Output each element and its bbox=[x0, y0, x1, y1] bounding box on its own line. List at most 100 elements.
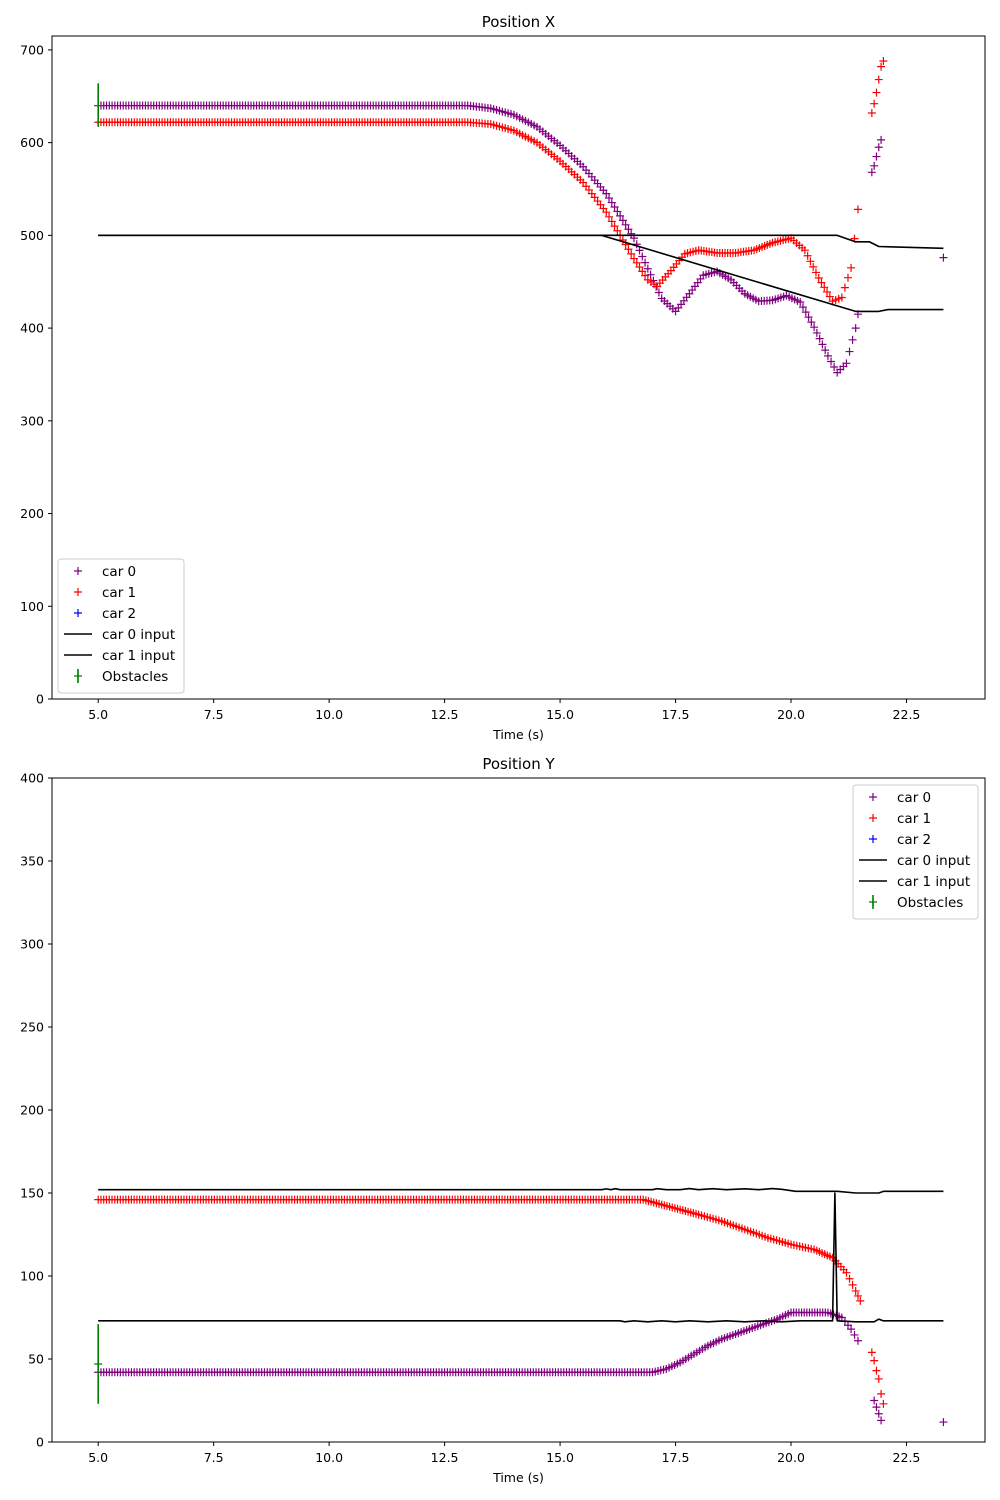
car-0-point bbox=[801, 308, 810, 317]
y-tick-label: 350 bbox=[20, 854, 44, 869]
car-0-point bbox=[845, 347, 854, 356]
x-tick-label: 12.5 bbox=[431, 707, 459, 722]
car-0-point bbox=[877, 135, 886, 144]
car-1-point bbox=[874, 1374, 883, 1383]
car-1-series bbox=[94, 57, 888, 306]
car-0-point bbox=[616, 211, 625, 220]
car-0-point bbox=[641, 258, 650, 267]
car-1-point bbox=[627, 249, 636, 258]
car-1-point bbox=[632, 258, 641, 267]
x-tick-label: 22.5 bbox=[893, 1450, 921, 1465]
car-0-point bbox=[605, 194, 614, 203]
car-0-point bbox=[799, 303, 808, 312]
car-1-point bbox=[825, 292, 834, 301]
car-0-point bbox=[618, 216, 627, 225]
car-0-series bbox=[94, 1308, 948, 1427]
car-1-point bbox=[867, 108, 876, 117]
car-1-point bbox=[845, 1274, 854, 1283]
y-tick-label: 0 bbox=[36, 692, 44, 707]
y-tick-label: 200 bbox=[20, 1103, 44, 1118]
car-1-input-series-line bbox=[98, 1192, 944, 1323]
car-1-point bbox=[618, 236, 627, 244]
car-1-point bbox=[602, 208, 611, 217]
car-0-point bbox=[939, 1418, 948, 1427]
x-tick-label: 15.0 bbox=[546, 1450, 574, 1465]
car-1-point bbox=[851, 1286, 860, 1295]
car-0-point bbox=[796, 298, 805, 307]
axes-frame bbox=[51, 35, 986, 700]
car-0-point bbox=[874, 1409, 883, 1418]
x-tick-label: 7.5 bbox=[204, 707, 224, 722]
car-0-point bbox=[850, 1330, 859, 1339]
legend-car-2-label: car 2 bbox=[897, 832, 931, 848]
y-tick-label: 300 bbox=[20, 413, 44, 428]
car-1-point bbox=[629, 254, 638, 263]
car-0-point bbox=[874, 143, 883, 152]
car-1-point bbox=[840, 283, 849, 292]
car-1-point bbox=[806, 257, 815, 266]
car-1-point bbox=[803, 251, 812, 260]
legend-car-1-input-label: car 1 input bbox=[102, 648, 175, 664]
x-tick-label: 17.5 bbox=[662, 707, 690, 722]
legend-box bbox=[57, 558, 185, 694]
car-0-point bbox=[827, 357, 836, 366]
car-0-series bbox=[94, 101, 948, 377]
car-1-point bbox=[811, 268, 820, 277]
y-tick-label: 250 bbox=[20, 1020, 44, 1035]
x-tick-label: 20.0 bbox=[777, 707, 805, 722]
car-1-point bbox=[814, 274, 823, 283]
legend-obstacles-label: Obstacles bbox=[897, 895, 963, 911]
car-1-point bbox=[847, 263, 856, 272]
y-tick-label: 700 bbox=[20, 42, 44, 57]
legend-car-0-label: car 0 bbox=[897, 790, 931, 806]
car-1-point bbox=[624, 245, 633, 254]
car-1-point bbox=[613, 226, 622, 235]
car-0-point bbox=[821, 346, 830, 355]
car-0-point bbox=[815, 334, 824, 343]
car-1-point bbox=[800, 246, 809, 255]
y-tick-label: 200 bbox=[20, 506, 44, 521]
car-0-point bbox=[872, 1403, 881, 1412]
car-0-point bbox=[870, 161, 879, 170]
car-0-point bbox=[643, 264, 652, 273]
car-0-point bbox=[872, 152, 881, 161]
legend-obstacles-marker bbox=[74, 672, 82, 680]
y-tick-label: 400 bbox=[20, 771, 44, 786]
car-1-point bbox=[877, 1389, 886, 1398]
axes-frame bbox=[51, 777, 986, 1443]
x-axis-label: Time (s) bbox=[492, 1470, 544, 1485]
legend-obstacles-marker bbox=[869, 898, 877, 906]
car-0-point bbox=[804, 313, 813, 322]
car-1-point bbox=[843, 273, 852, 282]
chart-title: Position Y bbox=[482, 755, 555, 773]
car-0-point bbox=[624, 225, 633, 234]
car-0-point bbox=[823, 351, 832, 360]
legend-car-0-swatch bbox=[74, 567, 82, 575]
legend-car-0-input-label: car 0 input bbox=[897, 853, 970, 869]
y-tick-label: 600 bbox=[20, 135, 44, 150]
car-0-point bbox=[810, 323, 819, 332]
legend-car-1-swatch bbox=[74, 588, 82, 596]
x-tick-label: 5.0 bbox=[88, 1450, 108, 1465]
x-tick-label: 15.0 bbox=[546, 707, 574, 722]
car-1-point bbox=[872, 88, 881, 97]
legend-car-2-swatch bbox=[74, 609, 82, 617]
obstacle-point bbox=[94, 101, 103, 110]
car-0-point bbox=[635, 246, 644, 255]
legend-car-2-swatch bbox=[869, 835, 877, 843]
car-1-point bbox=[820, 283, 829, 292]
car-0-point bbox=[877, 1416, 886, 1425]
plot-area bbox=[94, 57, 948, 377]
x-tick-label: 17.5 bbox=[662, 1450, 690, 1465]
car-1-point bbox=[817, 278, 826, 287]
position-x-panel: Position X Time (s) 5.0 7.5 10.0 12.5 15.0 17.5… bbox=[20, 13, 986, 742]
legend-car-1-label: car 1 bbox=[897, 811, 931, 827]
car-1-point bbox=[856, 1296, 865, 1305]
car-1-point bbox=[809, 262, 818, 271]
legend-car-0-input-label: car 0 input bbox=[102, 627, 175, 643]
car-1-input-series-line bbox=[98, 234, 944, 313]
car-1-point bbox=[610, 222, 619, 231]
car-0-point bbox=[853, 1336, 862, 1345]
car-0-point bbox=[847, 1325, 856, 1334]
car-0-point bbox=[818, 340, 827, 349]
